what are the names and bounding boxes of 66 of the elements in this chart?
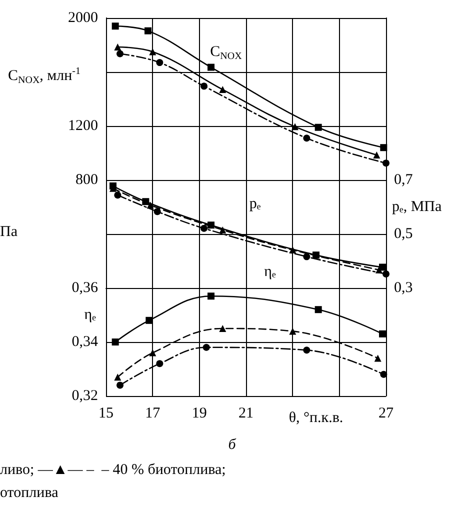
point [149, 349, 156, 356]
point [208, 64, 214, 71]
point [219, 325, 226, 332]
point [292, 123, 298, 130]
point [142, 198, 150, 206]
y3-tick-label: 0,34 [72, 334, 98, 350]
point [200, 82, 208, 90]
y-tick-label: 1200 [68, 118, 98, 134]
text: б [228, 437, 236, 453]
point [314, 124, 322, 131]
point [303, 134, 310, 142]
point [289, 246, 296, 254]
point [382, 270, 390, 278]
point [382, 160, 390, 167]
point [289, 328, 296, 335]
point [379, 264, 386, 271]
point [373, 152, 380, 159]
point [380, 370, 388, 378]
point [116, 382, 124, 389]
x-tick-label: 15 [98, 406, 114, 422]
point [156, 360, 164, 368]
point [149, 48, 156, 56]
y2-tick-label: 0,3 [394, 280, 413, 296]
text: Па [0, 224, 18, 240]
point [208, 292, 214, 300]
point [114, 44, 122, 51]
point [314, 306, 322, 314]
text: отоплива [0, 485, 59, 501]
annotation: pₑ [249, 196, 261, 212]
point [146, 202, 154, 209]
y2-tick-label: 0,5 [394, 226, 413, 242]
point [114, 192, 122, 199]
y3-tick-label: 0,36 [72, 280, 98, 296]
x-tick-label: 21 [238, 406, 254, 422]
point [112, 338, 119, 346]
text: ливо; —▲— – – 40 % биотоплива; [0, 462, 226, 478]
point [114, 374, 122, 381]
point [112, 22, 119, 30]
point [200, 224, 208, 232]
x-tick-label: 17 [145, 406, 161, 422]
point [303, 346, 310, 354]
point [146, 316, 153, 324]
point [379, 330, 386, 338]
point [202, 344, 210, 351]
point [116, 50, 124, 58]
point [144, 27, 152, 34]
point [156, 59, 164, 66]
x-tick-label: 19 [192, 406, 207, 422]
point [219, 226, 226, 234]
point [154, 208, 161, 216]
point [374, 354, 382, 362]
point [376, 266, 382, 274]
point [380, 144, 388, 152]
point [208, 222, 214, 229]
y-tick-label: 800 [76, 172, 98, 188]
x-tick-label: 27 [378, 406, 394, 422]
y2-tick-label: 0,7 [394, 172, 414, 188]
y2-axis-title: pₑ, МПа [392, 199, 442, 215]
annotation: ηₑ [264, 264, 276, 280]
y-tick-label: 2000 [68, 10, 98, 26]
point [312, 252, 320, 259]
y3-axis-title: ηₑ [84, 307, 96, 323]
point [219, 86, 226, 94]
point [303, 253, 310, 260]
x-axis-title: θ, °п.к.в. [288, 410, 344, 426]
y3-tick-label: 0,32 [72, 388, 98, 404]
